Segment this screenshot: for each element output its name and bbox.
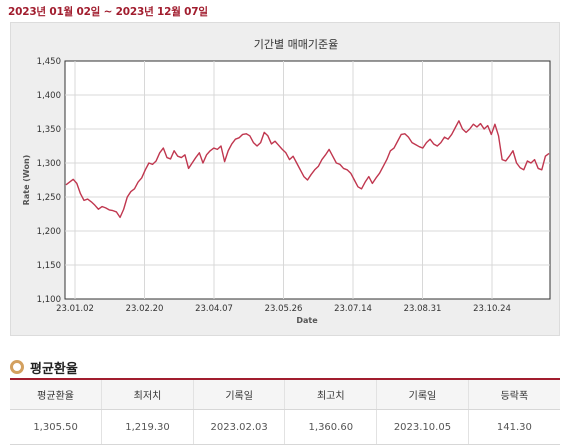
- cell-high-date: 2023.10.05: [376, 409, 469, 445]
- header-high: 최고치: [284, 378, 377, 410]
- x-tick-label: 23.05.26: [265, 304, 303, 314]
- header-average: 평균환율: [10, 378, 102, 410]
- line-chart: 기간별 매매기준율 1,100 1,150 1,200 1,250 1,300 1,350…: [22, 38, 551, 325]
- y-tick-labels: 1,100 1,150 1,200 1,250 1,300 1,350 1,400 1,450: [37, 57, 61, 305]
- x-tick-label: 23.08.31: [404, 304, 442, 314]
- x-tick-label: 23.02.20: [126, 304, 164, 314]
- cell-low-date: 2023.02.03: [192, 409, 285, 445]
- x-tick-label: 23.04.07: [195, 304, 233, 314]
- section-title-text: 평균환율: [30, 361, 78, 377]
- x-axis-label: Date: [296, 316, 318, 325]
- header-range: 등락폭: [467, 378, 560, 410]
- bullet-ring-icon: [10, 360, 24, 374]
- cell-high: 1,360.60: [284, 409, 377, 445]
- header-low: 최저치: [101, 378, 194, 410]
- chart-panel: 기간별 매매기준율 1,100 1,150 1,200 1,250 1,300 1,350…: [10, 22, 560, 336]
- y-tick-label: 1,300: [37, 159, 61, 169]
- cell-low: 1,219.30: [101, 409, 194, 445]
- y-tick-label: 1,200: [37, 227, 61, 237]
- y-axis-label: Rate (Won): [22, 155, 31, 206]
- cell-average: 1,305.50: [10, 409, 102, 445]
- y-tick-label: 1,400: [37, 91, 61, 101]
- cell-range: 141.30: [467, 409, 560, 445]
- period-range: 2023년 01월 02일 ~ 2023년 12월 07일: [8, 6, 208, 18]
- x-tick-label: 23.07.14: [334, 304, 372, 314]
- y-tick-label: 1,250: [37, 193, 61, 203]
- average-rate-table: 평균환율 최저치 기록일 최고치 기록일 등락폭 1,305.50 1,219.…: [10, 378, 560, 445]
- series-layer: [65, 120, 550, 219]
- y-tick-label: 1,100: [37, 295, 61, 305]
- section-title: 평균환율: [10, 358, 78, 377]
- x-tick-label: 23.01.02: [56, 304, 94, 314]
- y-tick-label: 1,450: [37, 57, 61, 67]
- table-row: 1,305.50 1,219.30 2023.02.03 1,360.60 20…: [10, 409, 560, 445]
- header-high-date: 기록일: [376, 378, 469, 410]
- table-header-row: 평균환율 최저치 기록일 최고치 기록일 등락폭: [10, 378, 560, 410]
- grid-lines: [65, 61, 550, 299]
- y-tick-label: 1,350: [37, 125, 61, 135]
- x-tick-label: 23.10.24: [473, 304, 511, 314]
- chart-title: 기간별 매매기준율: [254, 38, 338, 51]
- series-line: [65, 120, 550, 219]
- x-tick-labels: 23.01.02 23.02.20 23.04.07 23.05.26 23.07.14…: [56, 304, 511, 314]
- header-low-date: 기록일: [192, 378, 285, 410]
- y-tick-label: 1,150: [37, 261, 61, 271]
